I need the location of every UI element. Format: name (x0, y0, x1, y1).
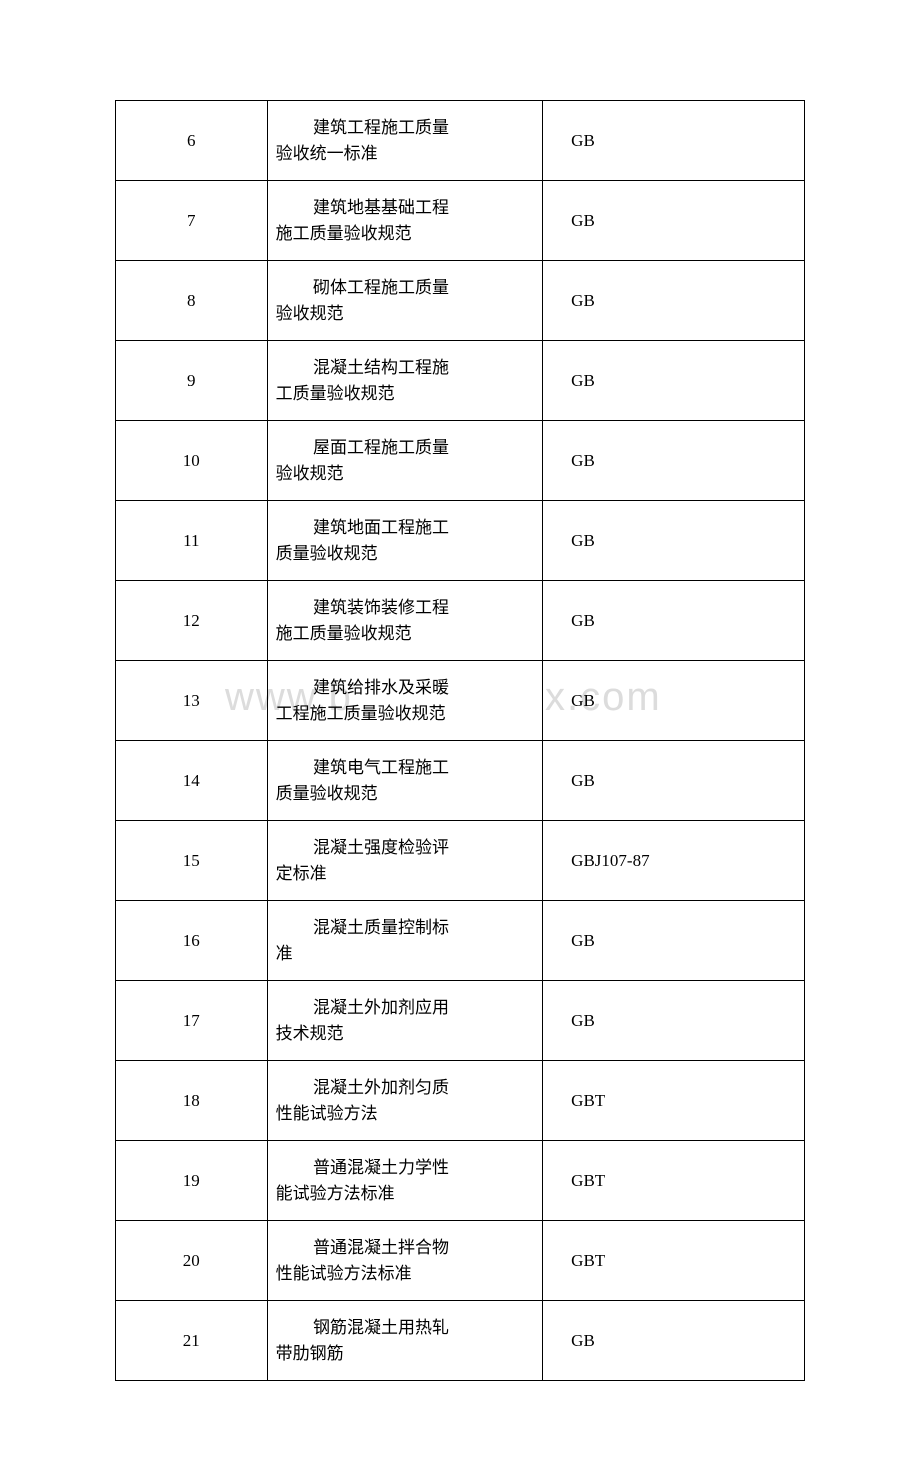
row-name: 普通混凝土力学性能试验方法标准 (267, 1141, 543, 1221)
row-number: 17 (116, 981, 268, 1061)
row-name-line1: 砌体工程施工质量 (276, 275, 535, 301)
row-number: 15 (116, 821, 268, 901)
row-number: 16 (116, 901, 268, 981)
row-name-line2: 工质量验收规范 (276, 384, 395, 403)
row-number: 14 (116, 741, 268, 821)
row-name-line2: 工程施工质量验收规范 (276, 704, 446, 723)
row-code: GBT (543, 1141, 805, 1221)
row-name: 混凝土结构工程施工质量验收规范 (267, 341, 543, 421)
row-number: 12 (116, 581, 268, 661)
row-name-line1: 混凝土强度检验评 (276, 835, 535, 861)
table-row: 14建筑电气工程施工质量验收规范GB (116, 741, 805, 821)
row-code: GBT (543, 1061, 805, 1141)
row-number: 18 (116, 1061, 268, 1141)
row-name-line1: 普通混凝土力学性 (276, 1155, 535, 1181)
row-name-line2: 验收统一标准 (276, 144, 378, 163)
row-code: GB (543, 101, 805, 181)
row-name-line1: 混凝土外加剂应用 (276, 995, 535, 1021)
row-name-line2: 质量验收规范 (276, 544, 378, 563)
row-code: GB (543, 981, 805, 1061)
table-row: 18混凝土外加剂匀质性能试验方法GBT (116, 1061, 805, 1141)
row-name-line2: 验收规范 (276, 464, 344, 483)
table-row: 19普通混凝土力学性能试验方法标准GBT (116, 1141, 805, 1221)
table-row: 10屋面工程施工质量验收规范GB (116, 421, 805, 501)
row-name: 建筑装饰装修工程施工质量验收规范 (267, 581, 543, 661)
table-row: 6建筑工程施工质量验收统一标准GB (116, 101, 805, 181)
row-name-line2: 能试验方法标准 (276, 1184, 395, 1203)
row-name-line1: 混凝土结构工程施 (276, 355, 535, 381)
row-name: 普通混凝土拌合物性能试验方法标准 (267, 1221, 543, 1301)
row-code: GB (543, 421, 805, 501)
row-code: GB (543, 341, 805, 421)
row-number: 6 (116, 101, 268, 181)
row-name-line2: 性能试验方法标准 (276, 1264, 412, 1283)
row-number: 13 (116, 661, 268, 741)
row-name: 混凝土强度检验评定标准 (267, 821, 543, 901)
row-name-line2: 定标准 (276, 864, 327, 883)
row-name: 建筑地基基础工程施工质量验收规范 (267, 181, 543, 261)
row-name-line2: 技术规范 (276, 1024, 344, 1043)
row-code: GB (543, 581, 805, 661)
row-number: 21 (116, 1301, 268, 1381)
row-name-line1: 混凝土外加剂匀质 (276, 1075, 535, 1101)
row-name: 混凝土外加剂匀质性能试验方法 (267, 1061, 543, 1141)
row-name: 建筑工程施工质量验收统一标准 (267, 101, 543, 181)
row-name-line2: 准 (276, 944, 293, 963)
row-name-line2: 带肋钢筋 (276, 1344, 344, 1363)
table-row: 15混凝土强度检验评定标准GBJ107-87 (116, 821, 805, 901)
row-number: 8 (116, 261, 268, 341)
row-name: 屋面工程施工质量验收规范 (267, 421, 543, 501)
row-name-line1: 建筑地基基础工程 (276, 195, 535, 221)
table-row: 7建筑地基基础工程施工质量验收规范GB (116, 181, 805, 261)
row-name-line2: 质量验收规范 (276, 784, 378, 803)
row-code: GBT (543, 1221, 805, 1301)
row-code: GB (543, 1301, 805, 1381)
row-name-line1: 屋面工程施工质量 (276, 435, 535, 461)
row-name: 混凝土外加剂应用技术规范 (267, 981, 543, 1061)
row-code: GB (543, 741, 805, 821)
table-body: 6建筑工程施工质量验收统一标准GB7建筑地基基础工程施工质量验收规范GB8砌体工… (116, 101, 805, 1381)
table-row: 13建筑给排水及采暖工程施工质量验收规范GB (116, 661, 805, 741)
table-row: 11建筑地面工程施工质量验收规范GB (116, 501, 805, 581)
row-name-line1: 建筑地面工程施工 (276, 515, 535, 541)
table-row: 16混凝土质量控制标准GB (116, 901, 805, 981)
row-number: 11 (116, 501, 268, 581)
row-code: GB (543, 661, 805, 741)
row-name-line2: 性能试验方法 (276, 1104, 378, 1123)
table-row: 9混凝土结构工程施工质量验收规范GB (116, 341, 805, 421)
row-code: GB (543, 501, 805, 581)
row-name-line1: 建筑电气工程施工 (276, 755, 535, 781)
row-number: 20 (116, 1221, 268, 1301)
row-name: 建筑给排水及采暖工程施工质量验收规范 (267, 661, 543, 741)
row-name: 建筑地面工程施工质量验收规范 (267, 501, 543, 581)
standards-table: 6建筑工程施工质量验收统一标准GB7建筑地基基础工程施工质量验收规范GB8砌体工… (115, 100, 805, 1381)
row-code: GB (543, 181, 805, 261)
row-number: 9 (116, 341, 268, 421)
row-name-line2: 验收规范 (276, 304, 344, 323)
row-name: 钢筋混凝土用热轧带肋钢筋 (267, 1301, 543, 1381)
table-row: 21钢筋混凝土用热轧带肋钢筋GB (116, 1301, 805, 1381)
row-name-line1: 钢筋混凝土用热轧 (276, 1315, 535, 1341)
row-name-line1: 混凝土质量控制标 (276, 915, 535, 941)
row-name: 建筑电气工程施工质量验收规范 (267, 741, 543, 821)
row-name: 砌体工程施工质量验收规范 (267, 261, 543, 341)
page-container: www.b x.com 6建筑工程施工质量验收统一标准GB7建筑地基基础工程施工… (115, 100, 805, 1381)
table-row: 17混凝土外加剂应用技术规范GB (116, 981, 805, 1061)
row-name-line1: 普通混凝土拌合物 (276, 1235, 535, 1261)
row-name-line1: 建筑工程施工质量 (276, 115, 535, 141)
row-name-line1: 建筑给排水及采暖 (276, 675, 535, 701)
row-code: GBJ107-87 (543, 821, 805, 901)
row-number: 10 (116, 421, 268, 501)
row-number: 19 (116, 1141, 268, 1221)
row-name: 混凝土质量控制标准 (267, 901, 543, 981)
row-code: GB (543, 261, 805, 341)
row-code: GB (543, 901, 805, 981)
row-name-line2: 施工质量验收规范 (276, 624, 412, 643)
row-name-line2: 施工质量验收规范 (276, 224, 412, 243)
row-name-line1: 建筑装饰装修工程 (276, 595, 535, 621)
table-row: 8砌体工程施工质量验收规范GB (116, 261, 805, 341)
table-row: 20普通混凝土拌合物性能试验方法标准GBT (116, 1221, 805, 1301)
table-row: 12建筑装饰装修工程施工质量验收规范GB (116, 581, 805, 661)
row-number: 7 (116, 181, 268, 261)
